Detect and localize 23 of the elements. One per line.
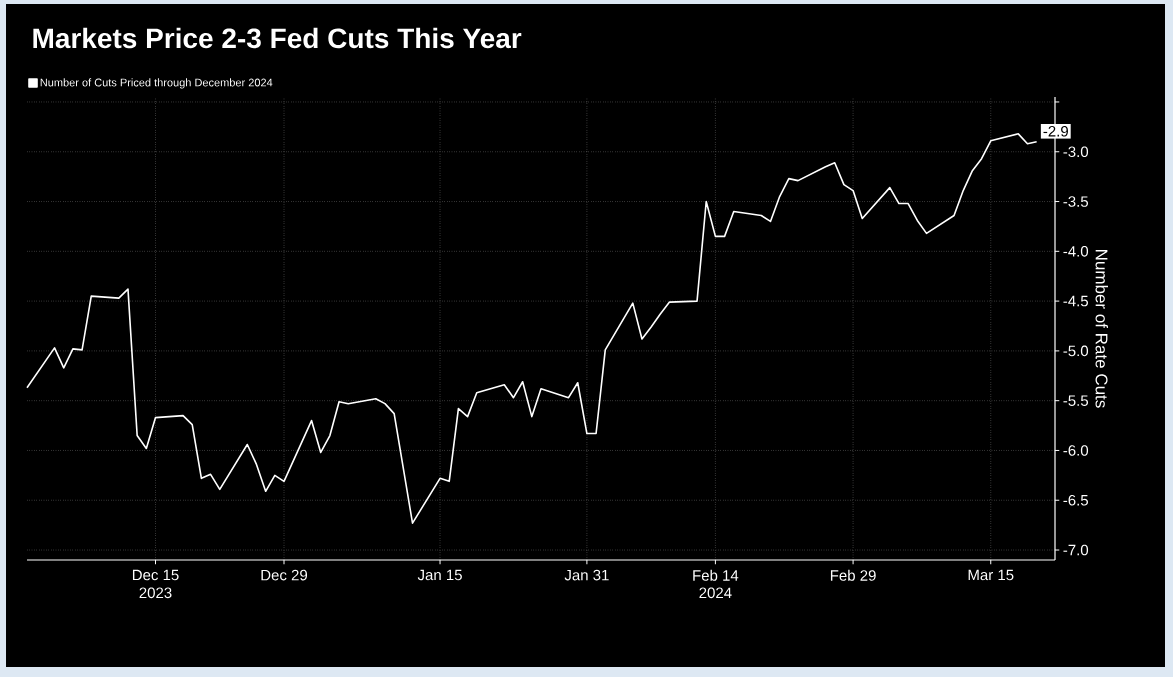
y-tick-label: -5.5 bbox=[1063, 395, 1089, 406]
x-tick-label: Jan 31 bbox=[564, 569, 609, 581]
y-tick-label: -4.5 bbox=[1063, 295, 1089, 307]
x-tick-label: Jan 15 bbox=[417, 569, 462, 581]
y-tick-label: -6.5 bbox=[1063, 494, 1089, 506]
text: 2023 bbox=[139, 587, 172, 599]
y-axis-title: Number of Rate Cuts bbox=[1095, 250, 1108, 408]
y-tick-label: -4.0 bbox=[1063, 246, 1089, 257]
x-tick-label: Mar 15 bbox=[968, 569, 1014, 581]
y-tick-label: -6.0 bbox=[1063, 445, 1089, 456]
y-tick-label: -3.0 bbox=[1063, 146, 1089, 158]
x-tick-label: Feb 14 bbox=[693, 569, 739, 581]
x-tick-label: Feb 29 bbox=[830, 569, 876, 581]
y-tick-label: -7.0 bbox=[1063, 544, 1089, 556]
chart-title: Markets Price 2-3 Fed Cuts This Year bbox=[33, 27, 522, 49]
x-tick-label: Dec 29 bbox=[261, 569, 308, 581]
x-tick-label: Dec 15 bbox=[132, 569, 179, 581]
y-tick-label: -5.0 bbox=[1063, 345, 1089, 357]
text: 2024 bbox=[699, 587, 732, 599]
line-series bbox=[26, 133, 1038, 524]
legend-label: Number of Cuts Priced through December 2024 bbox=[40, 78, 273, 89]
annotation: -2.9 bbox=[1043, 125, 1068, 137]
y-tick-label: -3.5 bbox=[1063, 196, 1089, 207]
